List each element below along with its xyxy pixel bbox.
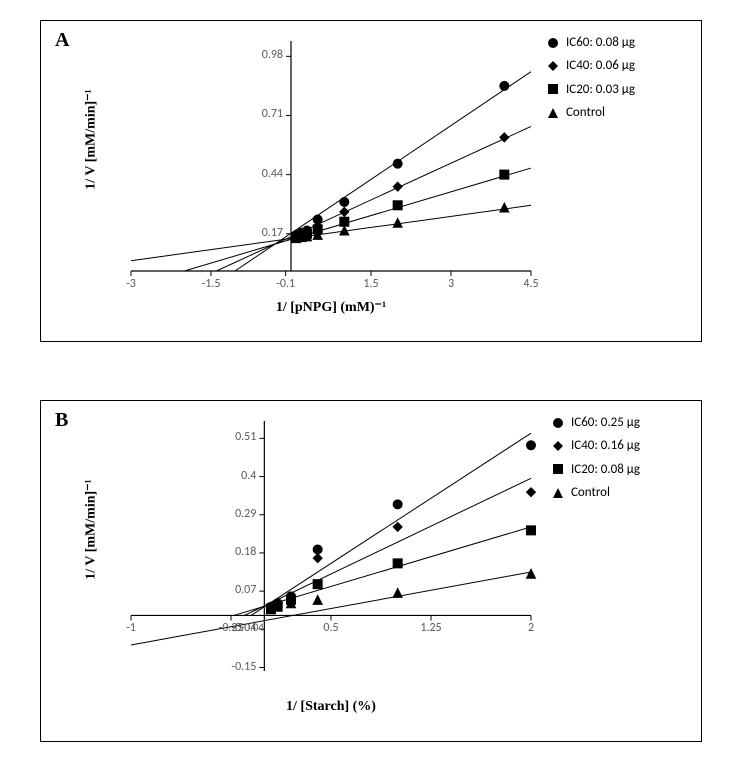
figure-page: { "panelA": { "label": "A", "label_fonts… [0,0,739,783]
y-tick-label: -0.15 [231,660,256,674]
y-tick-label: 0.18 [235,545,256,559]
legend-label: IC20: 0.08 µg [571,458,640,481]
panel-a-xlabel-text: 1/ [pNPG] (mM)⁻¹ [276,300,386,315]
panel-a-ylabel: 1/ V [mM/min]⁻¹ [83,50,100,230]
panel-b-label: B [55,409,68,432]
diamond-icon [546,59,560,73]
panel-a-plot [131,41,531,271]
square-icon [551,462,565,476]
y-tick-label: 0.98 [262,48,283,62]
x-tick-label: -0.1 [271,277,301,291]
x-tick-label: 2 [516,621,546,635]
legend-item: Control [551,481,640,504]
x-tick-label: 1.25 [416,621,446,635]
x-tick-label: 4.5 [516,277,546,291]
y-tick-label: 0.51 [235,430,256,444]
x-tick-label: 0.5 [316,621,346,635]
panel-a-label: A [55,29,69,52]
circle-icon [551,416,565,430]
legend-item: IC40: 0.06 µg [546,54,635,77]
panel-b-legend: IC60: 0.25 µgIC40: 0.16 µgIC20: 0.08 µgC… [551,411,640,505]
panel-a-xlabel: 1/ [pNPG] (mM)⁻¹ [131,299,531,316]
triangle-icon [546,106,560,120]
legend-label: IC60: 0.25 µg [571,411,640,434]
legend-item: IC20: 0.08 µg [551,458,640,481]
triangle-icon [551,486,565,500]
legend-label: IC60: 0.08 µg [566,31,635,54]
y-tick-label: 0.17 [262,226,283,240]
legend-label: Control [571,481,610,504]
x-tick-label: -0.04 [241,621,264,634]
circle-icon [546,36,560,50]
legend-item: Control [546,101,635,124]
legend-item: IC20: 0.03 µg [546,78,635,101]
y-tick-label: 0.4 [241,469,256,483]
panel-b-xlabel-text: 1/ [Starch] (%) [286,699,376,714]
panel-b: B 1/ V [mM/min]⁻¹ 1/ [Starch] (%) IC60: … [40,400,702,742]
y-tick-label: 0.07 [235,583,256,597]
legend-label: IC20: 0.03 µg [566,78,635,101]
y-tick-label: 0.29 [235,507,256,521]
legend-item: IC60: 0.08 µg [546,31,635,54]
legend-item: IC40: 0.16 µg [551,434,640,457]
y-tick-label: 0.44 [262,167,283,181]
square-icon [546,82,560,96]
y-tick-label: 0.71 [262,107,283,121]
legend-label: Control [566,101,605,124]
panel-a: A 1/ V [mM/min]⁻¹ 1/ [pNPG] (mM)⁻¹ IC60:… [40,20,702,342]
legend-label: IC40: 0.16 µg [571,434,640,457]
panel-b-ylabel: 1/ V [mM/min]⁻¹ [83,440,100,620]
diamond-icon [551,439,565,453]
x-tick-label: -1 [116,621,146,635]
x-tick-label: 3 [436,277,466,291]
x-tick-label: 1.5 [356,277,386,291]
x-tick-label: -1.5 [196,277,226,291]
panel-a-legend: IC60: 0.08 µgIC40: 0.06 µgIC20: 0.03 µgC… [546,31,635,125]
panel-b-xlabel: 1/ [Starch] (%) [131,699,531,715]
legend-label: IC40: 0.06 µg [566,54,635,77]
legend-item: IC60: 0.25 µg [551,411,640,434]
x-tick-label: -3 [116,277,146,291]
